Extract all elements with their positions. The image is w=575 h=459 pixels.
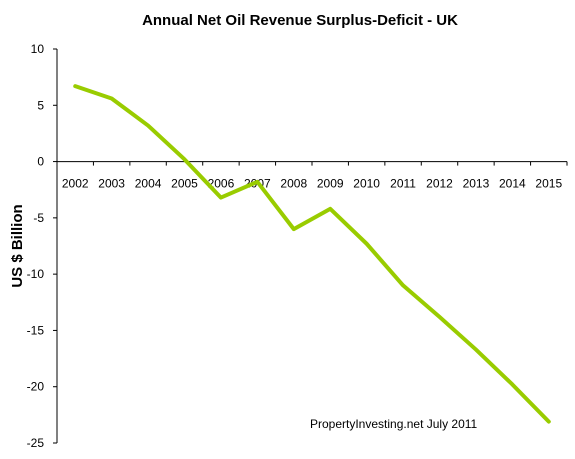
data-point: [184, 158, 185, 160]
data-point: [293, 228, 295, 230]
data-point: [111, 98, 113, 100]
x-tick-label: 2008: [280, 177, 307, 191]
chart-title: Annual Net Oil Revenue Surplus-Deficit -…: [142, 12, 458, 29]
x-tick-label: 2004: [135, 177, 162, 191]
data-point: [439, 316, 440, 318]
y-tick-label: -25: [27, 436, 45, 450]
data-point: [366, 243, 368, 245]
x-tick-label: 2010: [353, 177, 380, 191]
y-tick-label: 5: [37, 98, 44, 112]
y-tick-label: -20: [27, 380, 45, 394]
data-point: [147, 125, 149, 127]
data-point: [220, 197, 222, 199]
plot-area: [73, 84, 551, 424]
data-point: [475, 349, 477, 351]
data-point: [256, 181, 258, 183]
y-axis: 10 5 0 -5 -10 -15 -20 -25: [27, 42, 58, 450]
x-tick-label: 2002: [62, 177, 89, 191]
data-point: [511, 383, 513, 385]
x-tick-label: 2012: [426, 177, 453, 191]
y-axis-label: US $ Billion: [9, 204, 26, 287]
x-tick-label: 2005: [171, 177, 198, 191]
x-tick-label: 2014: [499, 177, 526, 191]
y-tick-label: -5: [33, 211, 44, 225]
x-axis: 2002 2003 2004 2005 2006 2007 2008 2009 2010 2011…: [56, 161, 568, 191]
x-tick-label: 2011: [390, 177, 416, 191]
data-point: [74, 85, 76, 87]
x-tick-label: 2009: [317, 177, 344, 191]
data-point: [402, 284, 404, 286]
x-tick-label: 2006: [208, 177, 235, 191]
y-tick-label: -15: [27, 323, 45, 337]
y-tick-label: -10: [27, 267, 45, 281]
data-point: [548, 421, 550, 423]
source-annotation: PropertyInvesting.net July 2011: [310, 417, 478, 431]
series-line: [73, 84, 551, 424]
y-tick-label: 0: [37, 155, 44, 169]
y-tick-label: 10: [31, 42, 45, 56]
x-tick-label: 2015: [535, 177, 562, 191]
x-tick-label: 2003: [98, 177, 125, 191]
x-tick-label: 2013: [463, 177, 490, 191]
data-point: [329, 208, 331, 210]
